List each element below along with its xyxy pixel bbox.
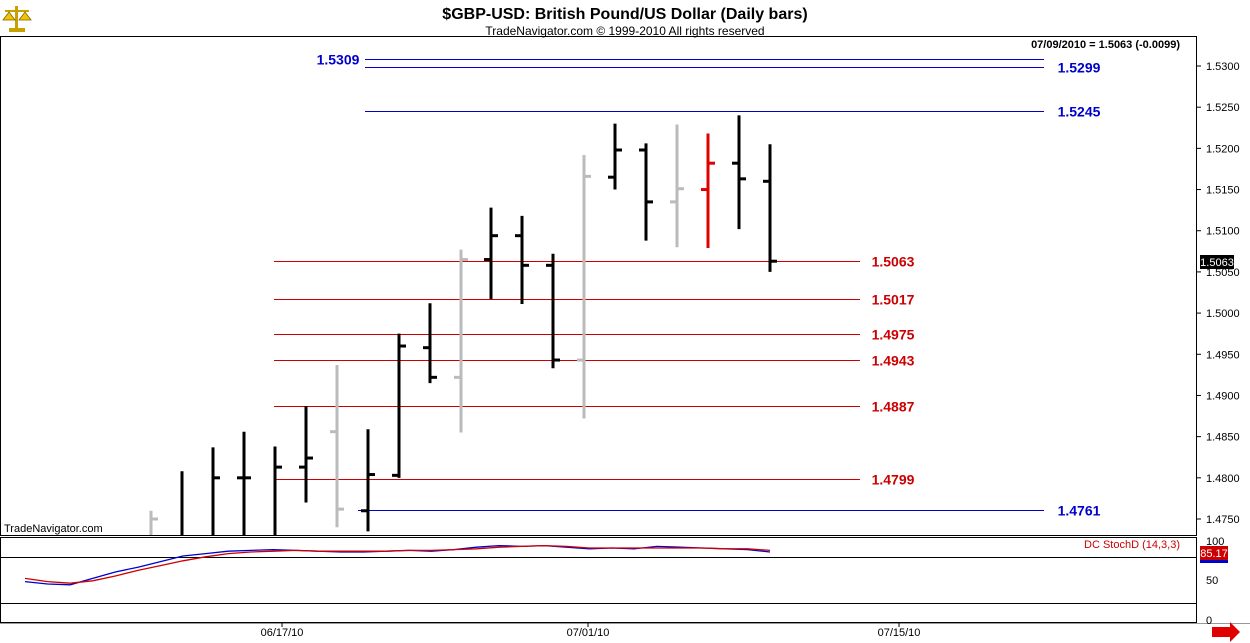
ohlc-bar [299,406,313,503]
date-tick-label: 07/01/10 [567,627,610,639]
indicator-panel-frame [0,537,1197,623]
price-tick-label: 1.5250 [1206,102,1240,114]
date-tick-label: 06/17/10 [261,627,304,639]
ohlc-bar [237,431,251,535]
price-axis: 1.53001.52501.52001.51501.51001.50501.50… [1196,61,1240,526]
stochastic-lines [24,544,771,586]
ohlc-bar [273,446,282,535]
indicator-name: DC StochD (14,3,3) [1084,539,1180,551]
ohlc-bar [608,123,622,190]
price-tick-label: 1.5300 [1206,61,1240,73]
ohlc-bar [454,249,468,433]
watermark-text: TradeNavigator.com [4,523,103,535]
price-level-label: 1.4943 [872,353,915,369]
ohlc-bar [701,133,715,249]
chart-title: $GBP-USD: British Pound/US Dollar (Daily… [442,6,807,23]
logo-pole [15,6,18,30]
logo-pan-left [2,11,16,21]
price-level-label: 1.4887 [872,399,915,415]
price-level-label: 1.5299 [1058,60,1101,76]
price-tick-label: 1.4850 [1206,432,1240,444]
price-tick-label: 1.5050 [1206,267,1240,279]
ohlc-bar [211,447,220,535]
price-level-label: 1.4761 [1058,503,1101,519]
price-level-label: 1.5017 [872,292,915,308]
price-level-label: 1.5309 [317,52,360,68]
indicator-tick-label: 100 [1206,536,1224,548]
current-price-label: 1.5063 [1200,257,1234,269]
price-tick-label: 1.5000 [1206,308,1240,320]
ohlc-bar [577,154,591,419]
price-level-label: 1.5063 [872,254,915,270]
ohlc-bar [392,333,406,478]
price-tick-label: 1.4800 [1206,473,1240,485]
price-tick-label: 1.4950 [1206,349,1240,361]
ohlc-bar [330,364,344,528]
indicator-tick-label: 0 [1206,615,1212,627]
scroll-right-arrow-icon[interactable] [1212,622,1240,642]
indicator-value-underline [1200,560,1228,563]
price-tick-label: 1.5150 [1206,185,1240,197]
logo-base [9,28,25,32]
indicator-value: 85.17 [1200,548,1228,560]
price-panel-frame [0,36,1197,536]
price-level-label: 1.4799 [872,472,915,488]
logo-icon[interactable] [2,6,32,32]
indicator-tick-label: 50 [1206,575,1218,587]
ohlc-bar [546,253,560,369]
stoch-d-line [24,544,771,584]
date-tick-label: 07/15/10 [878,627,921,639]
copyright-notice: TradeNavigator.com © 1999-2010 All right… [485,24,764,38]
logo-pan-right [18,11,32,21]
logo-beam [5,10,29,12]
indicator-value-box [1200,546,1228,560]
ohlc-bar [732,115,746,230]
price-tick-label: 1.4750 [1206,514,1240,526]
price-tick-label: 1.4900 [1206,390,1240,402]
current-price-box [1200,255,1234,269]
last-quote-label: 07/09/2010 = 1.5063 (-0.0099) [1031,39,1180,51]
date-axis: 06/17/10 07/01/10 07/15/10 [261,623,921,639]
ohlc-bar [639,143,653,241]
price-level-label: 1.4975 [872,327,915,343]
ohlc-bar [149,510,158,535]
ohlc-bar [515,215,529,305]
ohlc-bar [423,303,437,384]
ohlc-bars [149,115,777,535]
ohlc-bar [361,429,375,532]
ohlc-bar [763,144,777,272]
ohlc-bar [484,207,498,300]
price-level-label: 1.5245 [1058,104,1101,120]
ohlc-bar [670,124,684,248]
price-levels: 1.5309 1.5299 1.5245 1.5063 1.5017 1.4975 1.49… [274,52,1101,519]
price-tick-label: 1.5200 [1206,143,1240,155]
price-tick-label: 1.5100 [1206,226,1240,238]
